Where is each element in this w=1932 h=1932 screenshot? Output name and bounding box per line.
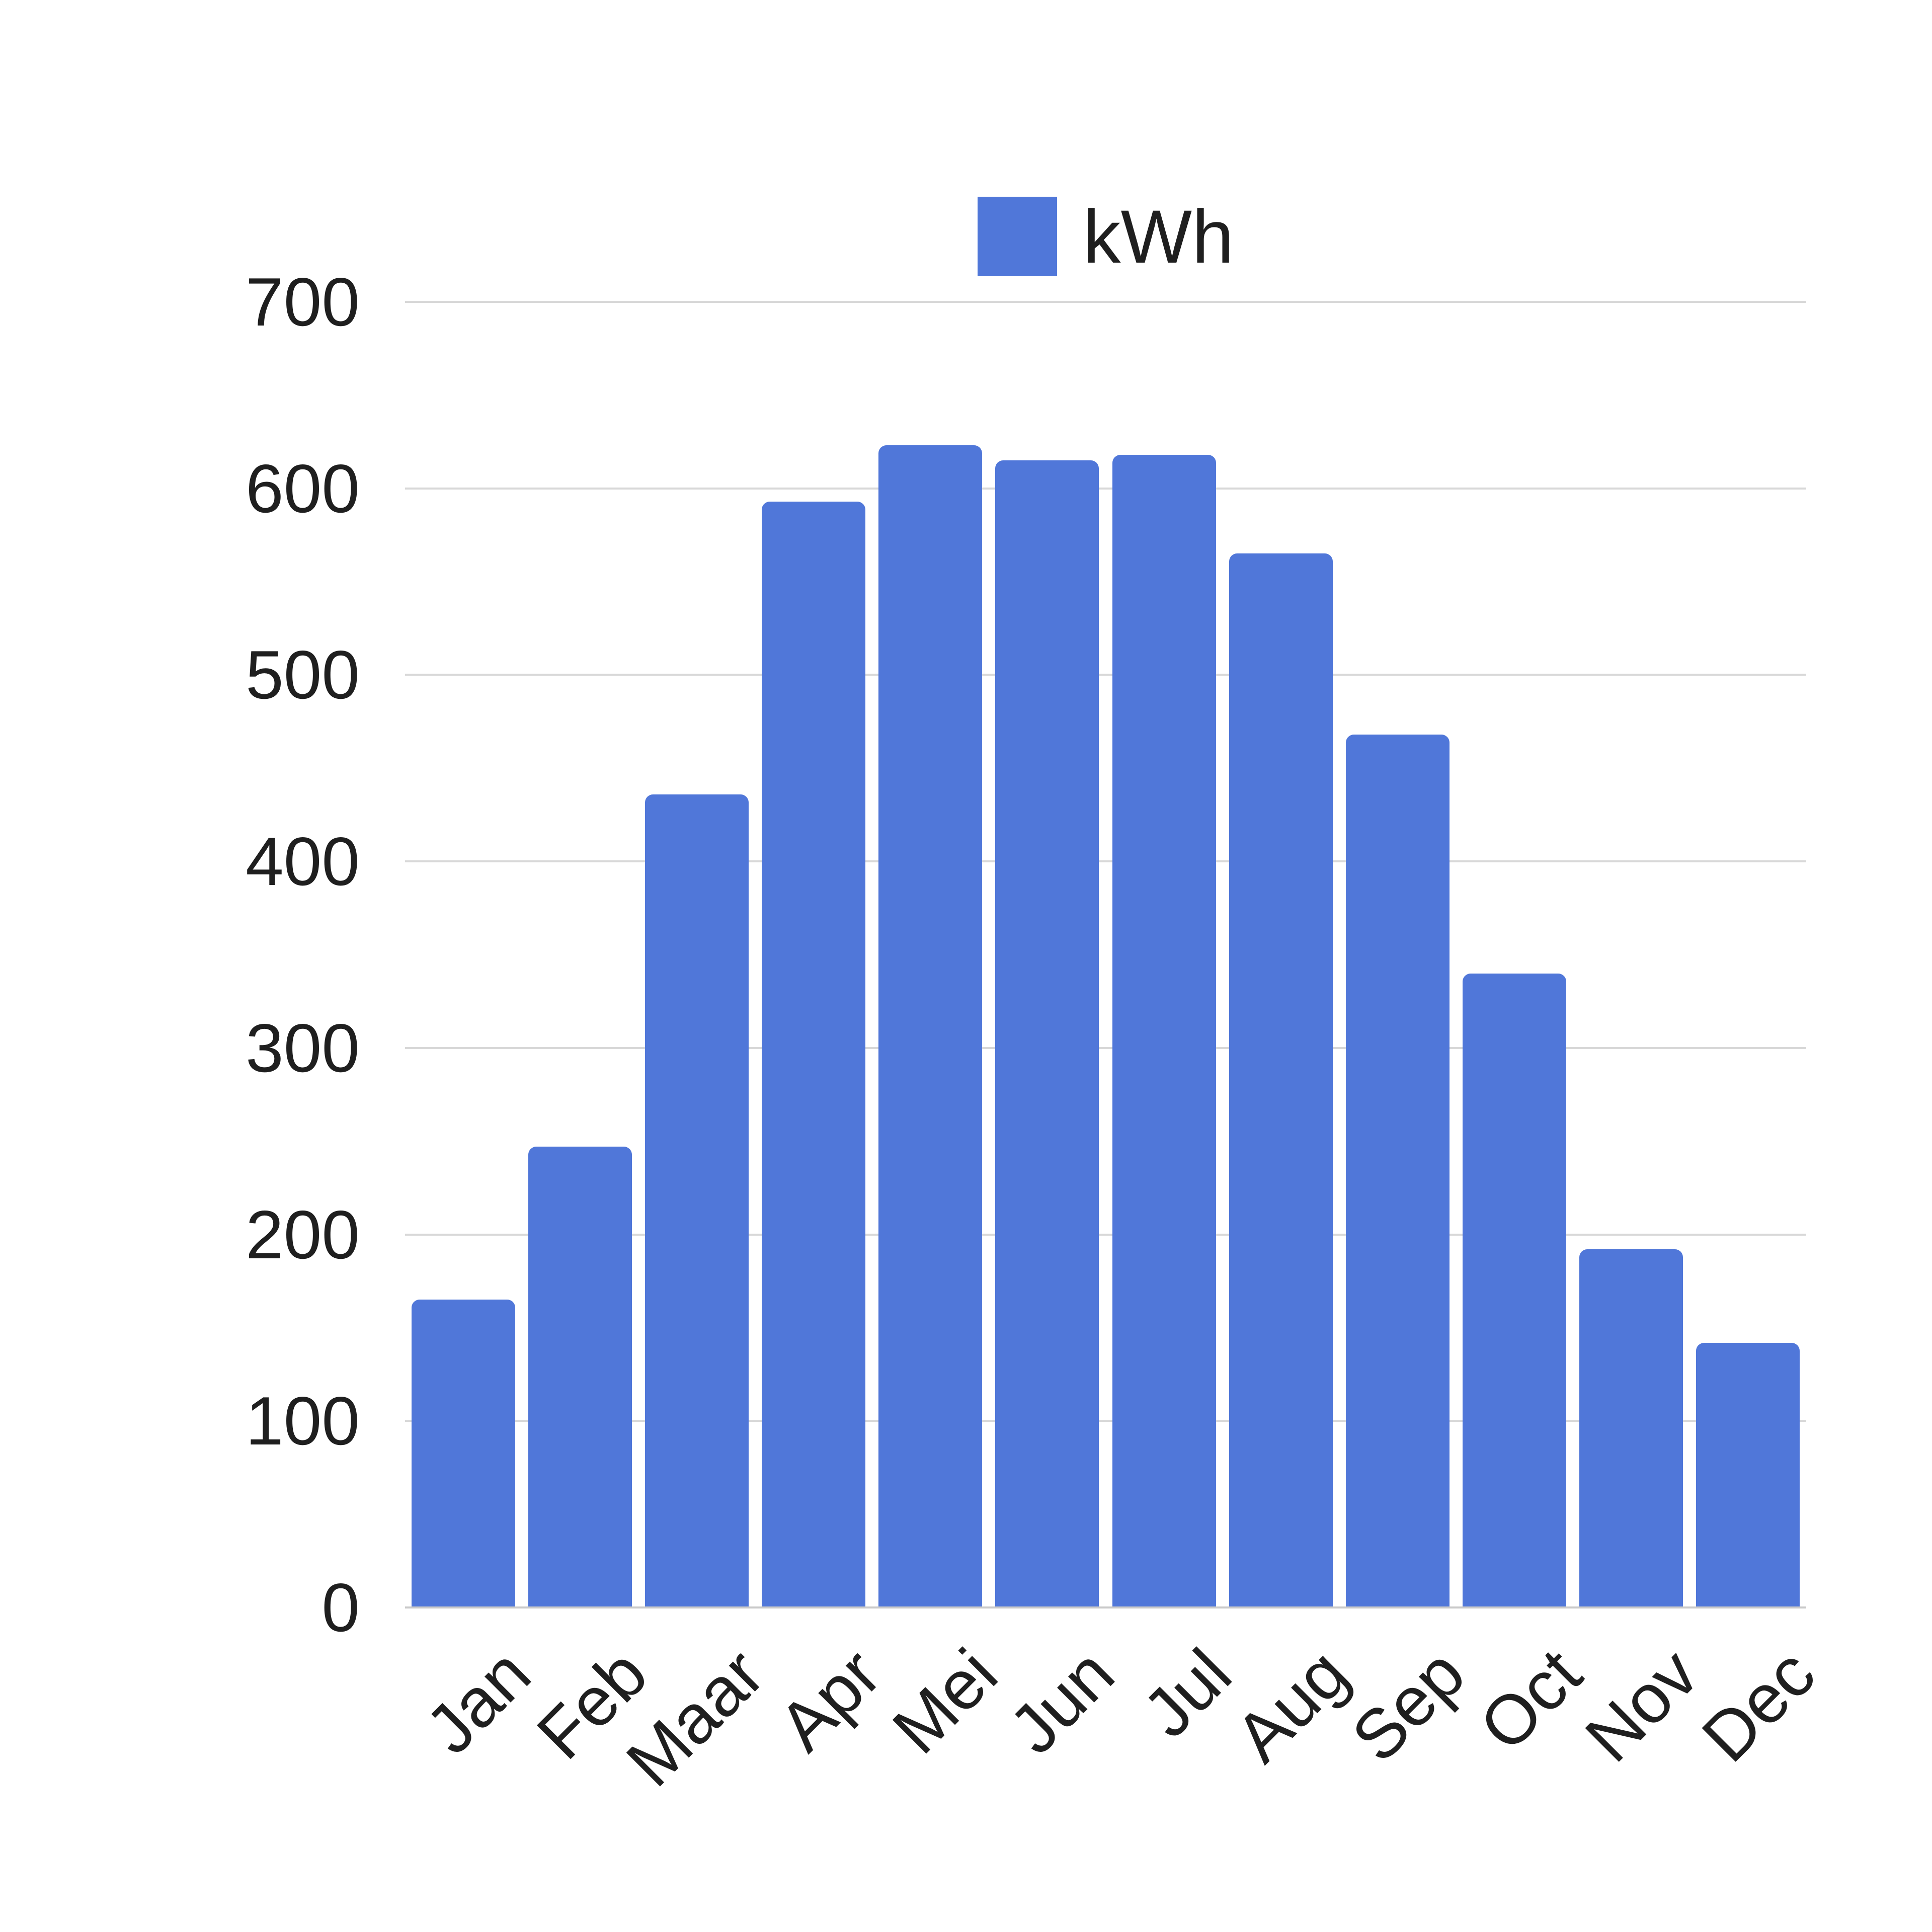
y-axis-tick-label-0: 0: [321, 1569, 360, 1646]
gridline-100: [405, 1420, 1806, 1422]
legend: kWh: [405, 194, 1806, 279]
bar-feb: [528, 1147, 632, 1607]
plot-area: 0 100 200 300 400 500 600 700 Jan Feb Maar Apr Mei Ju…: [246, 268, 1829, 1801]
gridline-300: [405, 1046, 1806, 1049]
gridline-600: [405, 487, 1806, 490]
gridline-500: [405, 674, 1806, 676]
bar-sep: [1345, 735, 1450, 1607]
bar-aug: [1229, 553, 1333, 1607]
y-axis-tick-label-600: 600: [246, 450, 360, 527]
bar-oct: [1462, 973, 1566, 1607]
bar-nov: [1579, 1249, 1683, 1607]
y-axis-tick-label-500: 500: [246, 636, 360, 713]
bar-maar: [645, 794, 749, 1607]
y-axis-tick-label-700: 700: [246, 264, 360, 340]
gridline-700: [405, 301, 1806, 303]
y-axis-tick-label-400: 400: [246, 823, 360, 900]
legend-swatch: [977, 197, 1057, 276]
bar-apr: [762, 501, 866, 1607]
y-axis-tick-label-200: 200: [246, 1196, 360, 1273]
gridline-200: [405, 1233, 1806, 1236]
bar-dec: [1696, 1342, 1800, 1607]
bar-jan: [412, 1300, 516, 1607]
gridline-0: [405, 1606, 1806, 1608]
bar-jul: [1112, 455, 1216, 1607]
y-axis-tick-label-100: 100: [246, 1383, 360, 1460]
bar-jun: [995, 460, 1099, 1607]
legend-label: kWh: [1083, 194, 1234, 279]
y-axis-tick-label-300: 300: [246, 1009, 360, 1086]
bar-mei: [878, 445, 983, 1607]
gridline-400: [405, 860, 1806, 863]
